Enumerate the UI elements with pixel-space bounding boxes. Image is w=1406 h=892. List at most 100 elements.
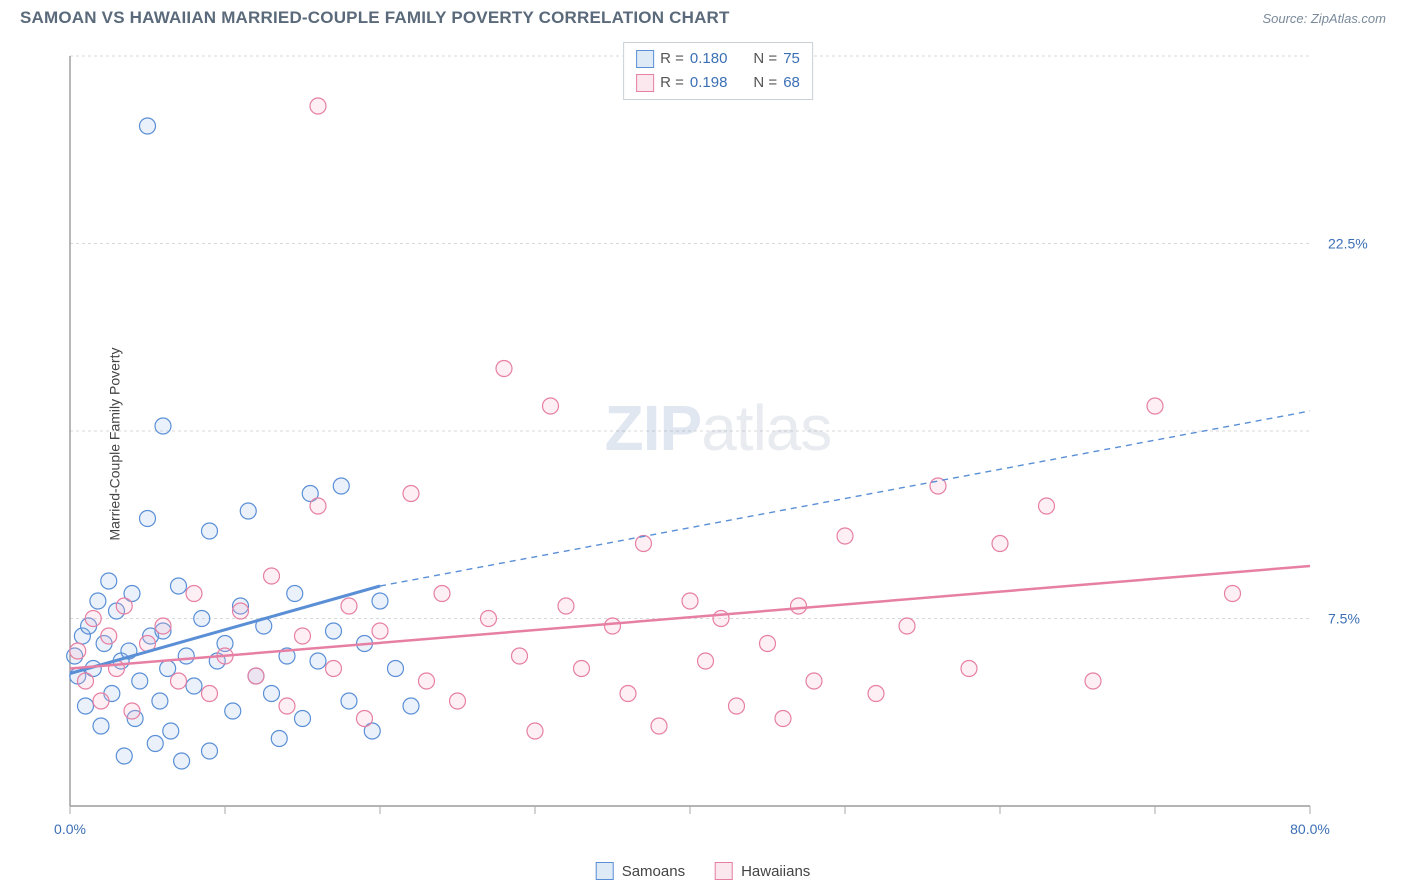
data-point <box>93 693 109 709</box>
data-point <box>527 723 543 739</box>
data-point <box>775 711 791 727</box>
trend-line <box>70 566 1310 669</box>
data-point <box>279 698 295 714</box>
data-point <box>1039 498 1055 514</box>
data-point <box>326 661 342 677</box>
data-point <box>171 673 187 689</box>
data-point <box>713 611 729 627</box>
data-point <box>868 686 884 702</box>
n-label: N = <box>753 47 777 71</box>
data-point <box>729 698 745 714</box>
data-point <box>558 598 574 614</box>
y-tick-label: 22.5% <box>1328 236 1368 252</box>
legend-swatch <box>596 862 614 880</box>
data-point <box>171 578 187 594</box>
data-point <box>961 661 977 677</box>
data-point <box>295 711 311 727</box>
n-label: N = <box>753 71 777 95</box>
data-point <box>837 528 853 544</box>
data-point <box>310 498 326 514</box>
data-point <box>574 661 590 677</box>
stats-legend-row: R = 0.180N = 75 <box>636 47 800 71</box>
data-point <box>155 618 171 634</box>
data-point <box>1147 398 1163 414</box>
legend-swatch <box>636 74 654 92</box>
data-point <box>140 511 156 527</box>
data-point <box>403 698 419 714</box>
data-point <box>202 523 218 539</box>
data-point <box>101 573 117 589</box>
data-point <box>434 586 450 602</box>
data-point <box>124 703 140 719</box>
stats-legend: R = 0.180N = 75R = 0.198 N = 68 <box>623 42 813 100</box>
data-point <box>899 618 915 634</box>
data-point <box>1225 586 1241 602</box>
legend-swatch <box>715 862 733 880</box>
data-point <box>160 661 176 677</box>
data-point <box>140 118 156 134</box>
data-point <box>310 98 326 114</box>
data-point <box>450 693 466 709</box>
r-value: 0.198 <box>690 71 728 95</box>
data-point <box>357 711 373 727</box>
data-point <box>240 503 256 519</box>
data-point <box>760 636 776 652</box>
data-point <box>419 673 435 689</box>
stats-legend-row: R = 0.198 N = 68 <box>636 71 800 95</box>
data-point <box>78 673 94 689</box>
data-point <box>791 598 807 614</box>
data-point <box>90 593 106 609</box>
data-point <box>620 686 636 702</box>
data-point <box>78 698 94 714</box>
r-label: R = <box>660 47 684 71</box>
r-label: R = <box>660 71 684 95</box>
legend-label: Hawaiians <box>741 863 810 880</box>
data-point <box>310 653 326 669</box>
data-point <box>152 693 168 709</box>
data-point <box>248 668 264 684</box>
x-tick-label: 80.0% <box>1290 821 1330 837</box>
data-point <box>186 678 202 694</box>
legend-label: Samoans <box>622 863 685 880</box>
data-point <box>682 593 698 609</box>
data-point <box>186 586 202 602</box>
data-point <box>132 673 148 689</box>
data-point <box>155 418 171 434</box>
data-point <box>202 686 218 702</box>
legend-swatch <box>636 50 654 68</box>
n-value: 68 <box>783 71 800 95</box>
data-point <box>403 486 419 502</box>
y-axis-label: Married-Couple Family Poverty <box>106 348 122 541</box>
data-point <box>512 648 528 664</box>
legend-item: Samoans <box>596 862 685 880</box>
data-point <box>264 686 280 702</box>
data-point <box>233 603 249 619</box>
data-point <box>341 598 357 614</box>
data-point <box>341 693 357 709</box>
data-point <box>333 478 349 494</box>
data-point <box>93 718 109 734</box>
data-point <box>174 753 190 769</box>
data-point <box>326 623 342 639</box>
data-point <box>163 723 179 739</box>
data-point <box>651 718 667 734</box>
y-tick-label: 7.5% <box>1328 611 1360 627</box>
data-point <box>178 648 194 664</box>
legend-item: Hawaiians <box>715 862 810 880</box>
data-point <box>116 748 132 764</box>
n-value: 75 <box>783 47 800 71</box>
data-point <box>636 536 652 552</box>
data-point <box>1085 673 1101 689</box>
chart-container: Married-Couple Family Poverty 7.5% 22.5% 0… <box>50 36 1386 852</box>
chart-title: SAMOAN VS HAWAIIAN MARRIED-COUPLE FAMILY… <box>20 8 730 28</box>
data-point <box>388 661 404 677</box>
trend-line-extrapolated <box>380 411 1310 586</box>
data-point <box>147 736 163 752</box>
source-attribution: Source: ZipAtlas.com <box>1262 11 1386 26</box>
data-point <box>543 398 559 414</box>
data-point <box>271 731 287 747</box>
header: SAMOAN VS HAWAIIAN MARRIED-COUPLE FAMILY… <box>0 0 1406 32</box>
data-point <box>496 361 512 377</box>
series-legend: Samoans Hawaiians <box>596 862 811 880</box>
data-point <box>806 673 822 689</box>
